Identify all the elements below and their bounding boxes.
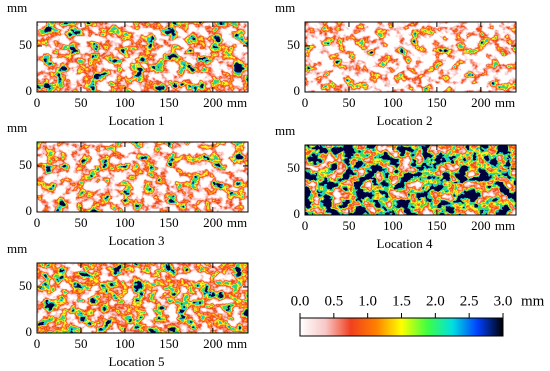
x-tick-label: 150: [159, 215, 179, 230]
plot-frame: [36, 262, 249, 334]
panel-caption: Location 5: [109, 354, 165, 369]
x-axis-label: mm: [227, 95, 247, 110]
x-tick-label: 100: [383, 218, 403, 233]
x-tick-label: 0: [302, 95, 309, 110]
x-tick-label: 0: [34, 215, 41, 230]
x-tick-label: 0: [34, 95, 41, 110]
y-tick-label: 0: [294, 83, 301, 98]
panel-caption: Location 3: [109, 233, 165, 248]
plot-frame: [36, 21, 249, 93]
colorbar-tick-label: 0.0: [291, 293, 310, 309]
colorbar-tick-label: 1.5: [392, 293, 411, 309]
heatmap-image: [37, 22, 248, 92]
x-tick-label: 150: [159, 95, 179, 110]
x-tick-label: 200: [203, 215, 223, 230]
panel-caption: Location 4: [377, 236, 433, 251]
plot-frame: [36, 141, 249, 213]
x-tick-label: 150: [427, 218, 447, 233]
x-tick-label: 50: [74, 95, 87, 110]
y-axis-label: mm: [7, 0, 27, 15]
x-axis-label: mm: [495, 218, 515, 233]
y-tick-label: 50: [287, 37, 300, 52]
panel-caption: Location 1: [109, 113, 165, 128]
x-axis-label: mm: [227, 336, 247, 351]
y-axis-label: mm: [7, 241, 27, 256]
x-tick-label: 50: [74, 215, 87, 230]
colorbar-tick-label: 2.5: [460, 293, 479, 309]
colorbar-tick-label: 2.0: [426, 293, 445, 309]
colorbar-tick-label: 3.0: [494, 293, 513, 309]
x-tick-label: 200: [203, 95, 223, 110]
colorbar-unit: mm: [521, 293, 545, 309]
y-tick-label: 0: [26, 83, 33, 98]
heatmap-image: [37, 142, 248, 212]
y-axis-label: mm: [275, 123, 295, 138]
y-tick-label: 50: [19, 157, 32, 172]
colorbar-tick-label: 0.5: [324, 293, 343, 309]
x-axis-label: mm: [227, 215, 247, 230]
y-tick-label: 50: [287, 160, 300, 175]
plot-frame: [304, 144, 517, 216]
colorbar-tick-label: 1.0: [358, 293, 377, 309]
x-tick-label: 50: [74, 336, 87, 351]
x-tick-label: 200: [203, 336, 223, 351]
plot-frame: [304, 21, 517, 93]
y-axis-label: mm: [7, 120, 27, 135]
heatmap-image: [305, 22, 516, 92]
panel-caption: Location 2: [377, 113, 433, 128]
y-axis-label: mm: [275, 0, 295, 15]
x-tick-label: 100: [115, 336, 135, 351]
x-tick-label: 200: [471, 95, 491, 110]
y-tick-label: 0: [26, 324, 33, 339]
y-tick-label: 50: [19, 37, 32, 52]
x-tick-label: 100: [115, 215, 135, 230]
x-tick-label: 50: [342, 95, 355, 110]
y-tick-label: 0: [26, 203, 33, 218]
colorbar: [299, 317, 504, 337]
heatmap-image: [37, 263, 248, 333]
x-tick-label: 150: [427, 95, 447, 110]
x-axis-label: mm: [495, 95, 515, 110]
x-tick-label: 0: [302, 218, 309, 233]
y-tick-label: 0: [294, 206, 301, 221]
x-tick-label: 0: [34, 336, 41, 351]
x-tick-label: 50: [342, 218, 355, 233]
x-tick-label: 150: [159, 336, 179, 351]
y-tick-label: 50: [19, 278, 32, 293]
x-tick-label: 200: [471, 218, 491, 233]
x-tick-label: 100: [383, 95, 403, 110]
x-tick-label: 100: [115, 95, 135, 110]
heatmap-image: [305, 145, 516, 215]
